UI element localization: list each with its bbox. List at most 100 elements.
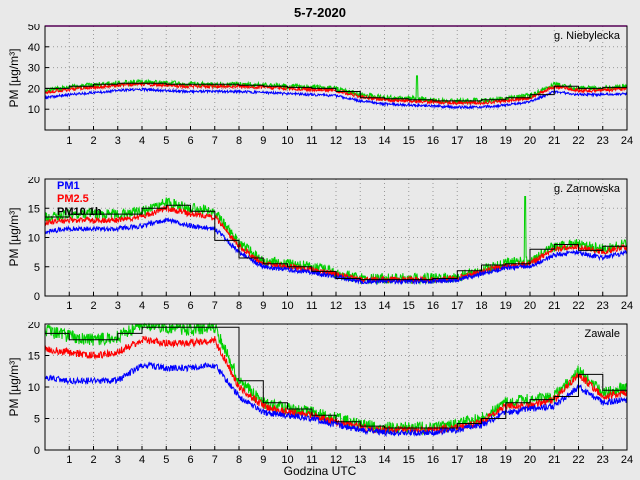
x-tick-label: 22 <box>572 135 584 147</box>
legend: PM1 PM2.5 PM10 1h <box>57 180 102 219</box>
x-tick-label: 20 <box>524 454 536 464</box>
legend-item-pm1: PM1 <box>57 180 80 192</box>
x-tick-label: 24 <box>621 300 633 311</box>
x-tick-label: 15 <box>403 135 415 147</box>
x-tick-label: 23 <box>597 300 609 311</box>
x-tick-label: 1 <box>66 300 72 311</box>
x-tick-label: 17 <box>451 454 463 464</box>
y-tick-label: 5 <box>34 414 40 426</box>
y-tick-label: 30 <box>28 63 40 75</box>
x-tick-label: 9 <box>260 300 266 311</box>
pm10-line <box>44 196 628 286</box>
x-tick-label: 14 <box>378 300 390 311</box>
legend-item-pm10-1h: PM10 1h <box>57 206 102 218</box>
y-tick-label: 10 <box>28 382 40 394</box>
x-axis-label: Godzina UTC <box>283 464 357 478</box>
x-tick-label: 9 <box>260 135 266 147</box>
x-tick-label: 21 <box>548 300 560 311</box>
y-tick-label: 0 <box>34 291 40 303</box>
x-tick-label: 11 <box>306 135 317 147</box>
x-tick-label: 10 <box>281 454 293 464</box>
plot-panel-1: 1 2 3 4 5 6 7 8 9 10 11 12 13 14 15 16 17 18 19 20 21 22 23 241… <box>28 24 633 147</box>
station-label-niebylecka: g. Niebylecka <box>553 30 620 42</box>
x-tick-label: 5 <box>163 300 169 311</box>
x-tick-label: 4 <box>139 135 145 147</box>
x-tick-label: 3 <box>115 300 121 311</box>
x-tick-label: 22 <box>572 300 584 311</box>
x-tick-label: 20 <box>524 135 536 147</box>
x-tick-label: 23 <box>597 454 609 464</box>
x-tick-label: 2 <box>90 135 96 147</box>
x-tick-label: 8 <box>236 135 242 147</box>
x-tick-label: 21 <box>548 454 560 464</box>
x-tick-label: 12 <box>330 300 342 311</box>
pm10-1h-line <box>45 326 627 429</box>
x-tick-label: 15 <box>403 300 415 311</box>
x-tick-label: 5 <box>163 454 169 464</box>
x-tick-label: 14 <box>378 135 390 147</box>
x-tick-label: 2 <box>90 300 96 311</box>
pm1-line <box>44 87 628 110</box>
y-tick-label: 5 <box>34 262 40 274</box>
x-tick-label: 12 <box>330 454 342 464</box>
x-tick-label: 6 <box>187 454 193 464</box>
y-tick-label: 40 <box>28 42 40 54</box>
x-tick-label: 11 <box>306 300 317 311</box>
x-tick-label: 2 <box>90 454 96 464</box>
x-tick-label: 16 <box>427 135 439 147</box>
x-tick-label: 13 <box>354 300 366 311</box>
x-tick-label: 23 <box>597 135 609 147</box>
x-tick-label: 10 <box>281 135 293 147</box>
x-tick-label: 12 <box>330 135 342 147</box>
x-tick-label: 19 <box>500 300 512 311</box>
pm2-5-line <box>44 81 628 106</box>
x-tick-label: 7 <box>212 454 218 464</box>
y-tick-label: 20 <box>28 83 40 95</box>
x-tick-label: 3 <box>115 454 121 464</box>
pm10-1h-line <box>45 82 627 102</box>
x-tick-label: 3 <box>115 135 121 147</box>
plot-panel-3: 1 2 3 4 5 6 7 8 9 10 11 12 13 14 15 16 17 18 19 20 21 22 23 240… <box>28 322 633 464</box>
y-tick-label: 20 <box>28 322 40 331</box>
plot-panel-2: 1 2 3 4 5 6 7 8 9 10 11 12 13 14 15 16 17 18 19 20 21 22 23 240… <box>28 177 633 311</box>
x-tick-label: 8 <box>236 300 242 311</box>
x-tick-label: 24 <box>621 135 633 147</box>
y-tick-label: 10 <box>28 104 40 116</box>
x-tick-label: 20 <box>524 300 536 311</box>
y-tick-label: 15 <box>28 203 40 215</box>
x-tick-label: 15 <box>403 454 415 464</box>
x-tick-label: 19 <box>500 135 512 147</box>
x-tick-label: 19 <box>500 454 512 464</box>
x-tick-label: 22 <box>572 454 584 464</box>
y-tick-label: 0 <box>34 445 40 457</box>
station-label-zawale: Zawale <box>584 328 620 340</box>
x-tick-label: 1 <box>66 454 72 464</box>
x-tick-label: 6 <box>187 135 193 147</box>
x-tick-label: 9 <box>260 454 266 464</box>
station-label-zarnowska: g. Zarnowska <box>553 183 620 195</box>
x-tick-label: 17 <box>451 300 463 311</box>
y-tick-label: 10 <box>28 233 40 245</box>
x-tick-label: 17 <box>451 135 463 147</box>
x-tick-label: 13 <box>354 454 366 464</box>
y-tick-label: 50 <box>28 24 40 33</box>
x-tick-label: 5 <box>163 135 169 147</box>
x-tick-label: 7 <box>212 300 218 311</box>
pm1-line <box>44 361 628 438</box>
x-tick-label: 8 <box>236 454 242 464</box>
x-tick-label: 18 <box>475 300 487 311</box>
x-tick-label: 14 <box>378 454 390 464</box>
x-tick-label: 6 <box>187 300 193 311</box>
x-tick-label: 7 <box>212 135 218 147</box>
pm10-1h-line <box>45 204 627 281</box>
x-tick-label: 21 <box>548 135 560 147</box>
legend-item-pm2-5: PM2.5 <box>57 193 89 205</box>
x-tick-label: 18 <box>475 454 487 464</box>
x-tick-label: 18 <box>475 135 487 147</box>
x-tick-label: 4 <box>139 454 145 464</box>
y-tick-label: 15 <box>28 351 40 363</box>
x-tick-label: 1 <box>66 135 72 147</box>
y-tick-label: 20 <box>28 177 40 186</box>
x-tick-label: 11 <box>306 454 317 464</box>
